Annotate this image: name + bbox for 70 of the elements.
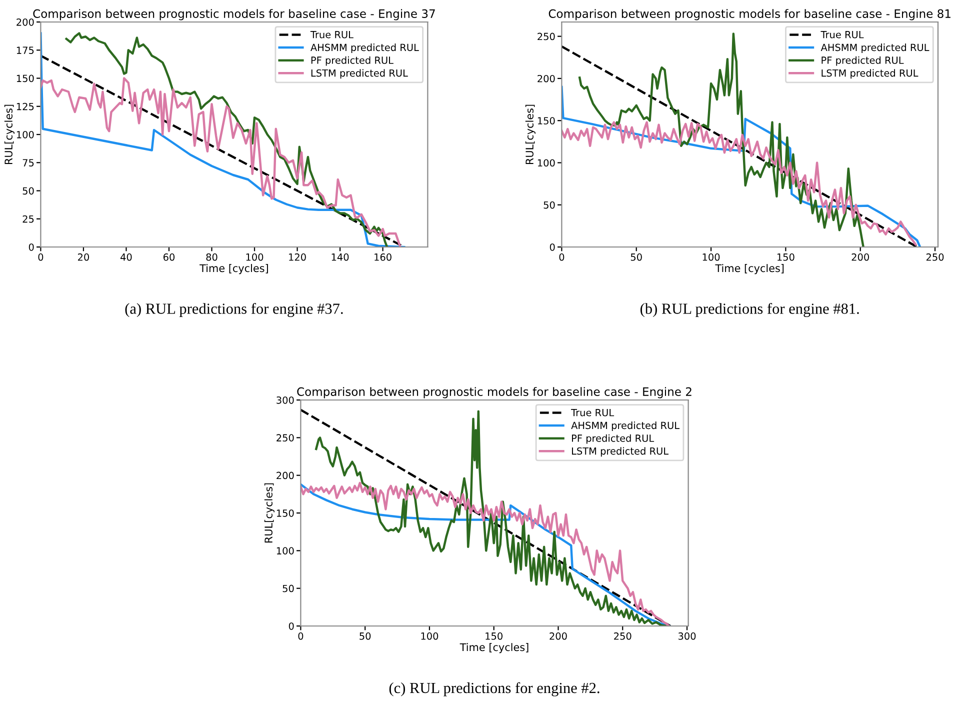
y-tick-label: 0	[28, 243, 34, 251]
y-tick-label: 150	[16, 74, 34, 82]
text: (b) RUL predictions for engine #81.	[640, 302, 859, 318]
x-tick-label: 100	[421, 632, 438, 640]
y-tick-label: 150	[538, 117, 555, 124]
legend-label: LSTM predicted RUL	[822, 69, 918, 79]
x-tick-label: 250	[614, 632, 632, 640]
x-tick-label: 20	[78, 253, 89, 261]
y-tick-label: 200	[276, 472, 294, 480]
x-axis-title: Time [cycles]	[715, 264, 784, 274]
legend-label: True RUL	[571, 409, 614, 416]
x-axis-title: Time [cycles]	[460, 643, 528, 654]
x-tick-label: 0	[559, 253, 564, 261]
legend-label: True RUL	[310, 31, 354, 38]
x-tick-label: 150	[777, 253, 794, 261]
legend-label: AHSMM predicted RUL	[820, 44, 930, 53]
y-tick-label: 50	[22, 187, 34, 195]
legend-label: PF predicted RUL	[572, 434, 654, 444]
x-tick-label: 50	[360, 632, 371, 640]
text: (a) RUL predictions for engine #37.	[125, 302, 343, 318]
x-tick-label: 100	[246, 253, 264, 261]
y-tick-label: 0	[550, 243, 555, 251]
y-tick-label: 250	[276, 434, 294, 442]
y-axis-title: RUL[cycles]	[4, 104, 15, 164]
y-tick-label: 100	[276, 547, 294, 554]
y-tick-label: 175	[16, 46, 34, 54]
x-tick-label: 200	[550, 632, 567, 640]
y-tick-label: 100	[16, 130, 34, 138]
x-tick-label: 60	[163, 253, 175, 261]
x-tick-label: 0	[38, 253, 44, 261]
x-tick-label: 250	[926, 253, 944, 261]
x-axis-title: Time [cycles]	[200, 264, 268, 274]
legend-label: LSTM predicted RUL	[311, 69, 408, 79]
x-tick-label: 140	[332, 253, 349, 261]
y-tick-label: 125	[16, 102, 34, 110]
legend-label: AHSMM predicted RUL	[310, 44, 419, 53]
legend-label: AHSMM predicted RUL	[571, 422, 680, 431]
y-tick-label: 75	[22, 159, 34, 166]
line-series	[562, 86, 922, 247]
x-tick-label: 80	[206, 253, 218, 261]
x-tick-label: 160	[374, 253, 392, 261]
x-tick-label: 120	[289, 253, 306, 261]
legend-label: PF predicted RUL	[822, 56, 904, 66]
x-tick-label: 0	[298, 632, 304, 640]
chart-title: Comparison between prognostic models for baseline case - Engine 2	[297, 387, 692, 398]
x-tick-label: 150	[486, 632, 502, 640]
y-tick-label: 100	[538, 159, 555, 167]
y-axis-title: RUL[cycles]	[525, 104, 536, 164]
x-tick-label: 200	[852, 253, 869, 261]
y-tick-label: 200	[538, 74, 555, 82]
chart-title: Comparison between prognostic models for baseline case - Engine 81	[548, 9, 950, 20]
y-tick-label: 50	[544, 201, 555, 209]
y-tick-label: 0	[288, 622, 294, 630]
y-tick-label: 50	[282, 584, 294, 592]
legend-label: True RUL	[820, 31, 864, 38]
legend-label: PF predicted RUL	[311, 56, 394, 66]
x-tick-label: 300	[678, 632, 696, 640]
y-tick-label: 25	[22, 215, 34, 223]
y-tick-label: 250	[538, 32, 555, 40]
text: (c) RUL predictions for engine #2.	[389, 682, 600, 696]
y-tick-label: 200	[16, 18, 34, 26]
line-series	[562, 121, 917, 246]
legend-label: LSTM predicted RUL	[572, 447, 668, 457]
chart-title: Comparison between prognostic models for baseline case - Engine 37	[33, 9, 435, 20]
x-tick-label: 100	[702, 253, 720, 261]
y-tick-label: 150	[276, 509, 294, 517]
x-tick-label: 40	[120, 253, 132, 261]
y-tick-label: 300	[276, 396, 294, 404]
y-axis-title: RUL[cycles]	[264, 483, 275, 543]
x-tick-label: 50	[630, 253, 642, 261]
